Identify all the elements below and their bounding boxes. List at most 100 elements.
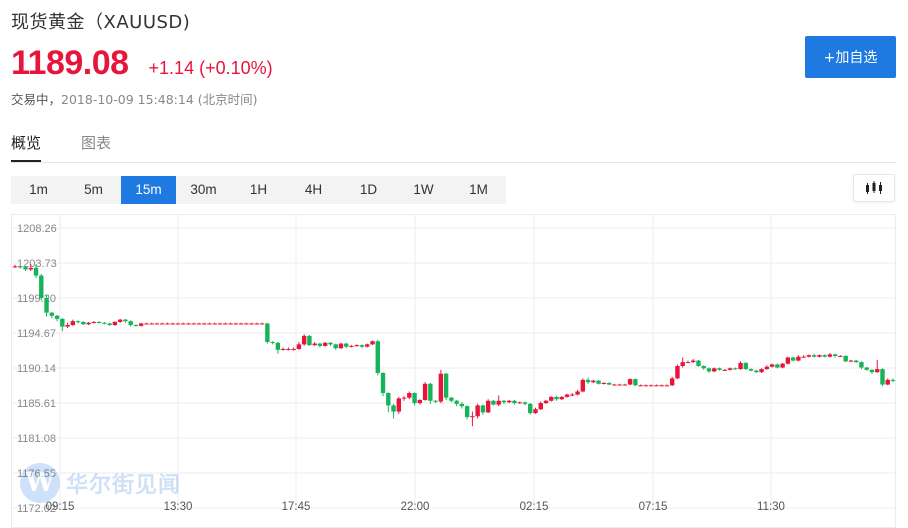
candle-body	[759, 369, 764, 373]
candle-body	[375, 341, 380, 373]
timestamp: 2018-10-09 15:48:14 (北京时间)	[61, 92, 258, 107]
candle-body	[123, 319, 128, 322]
candle-body	[533, 409, 538, 414]
candlestick-icon	[866, 181, 882, 194]
candle-body	[717, 368, 722, 370]
candle-body	[33, 267, 39, 276]
chart-type-toggle[interactable]	[853, 174, 895, 202]
candle-body	[349, 345, 354, 347]
candle-body	[370, 341, 375, 345]
candle-body	[559, 396, 564, 400]
candle-body	[596, 380, 601, 384]
candle-body	[822, 355, 827, 357]
period-selector: 1m 5m 15m 30m 1H 4H 1D 1W 1M	[11, 176, 506, 204]
candle-body	[54, 315, 60, 319]
candle-body	[827, 354, 833, 357]
candle-body	[848, 360, 854, 362]
candle-body	[733, 368, 738, 370]
candle-body	[333, 344, 338, 349]
period-4h[interactable]: 4H	[304, 182, 323, 197]
candle-body	[459, 403, 465, 407]
candle-body	[606, 382, 612, 385]
candle-body	[769, 364, 775, 367]
candle-body	[648, 385, 654, 387]
candle-body	[601, 382, 607, 384]
candle-body	[575, 391, 580, 395]
candle-body	[39, 275, 44, 298]
period-30m[interactable]: 30m	[190, 182, 217, 197]
candle-body	[275, 342, 281, 350]
candle-body	[181, 323, 186, 325]
add-to-watchlist-button[interactable]: +加自选	[805, 36, 896, 78]
candle-body	[196, 323, 202, 325]
candle-body	[443, 373, 449, 398]
candle-body	[475, 405, 480, 417]
y-tick-label: 1172.02	[17, 503, 56, 515]
candle-body	[638, 385, 643, 387]
candle-body	[890, 379, 896, 381]
period-1d[interactable]: 1D	[359, 182, 378, 197]
candle-body	[764, 366, 770, 370]
watermark-logo: W	[20, 463, 60, 503]
candle-body	[401, 397, 407, 399]
candle-body	[554, 396, 559, 400]
candle-body	[191, 323, 196, 325]
candle-body	[669, 378, 675, 386]
candle-body	[659, 385, 664, 387]
period-15m[interactable]: 15m	[121, 176, 176, 204]
candle-body	[228, 323, 233, 325]
candle-body	[365, 344, 370, 347]
candle-body	[496, 400, 501, 405]
candle-body	[322, 342, 328, 346]
tab-overview[interactable]: 概览	[11, 132, 42, 162]
period-5m[interactable]: 5m	[84, 182, 103, 197]
candle-body	[538, 403, 543, 410]
candle-body	[438, 373, 444, 402]
candle-body	[685, 362, 691, 364]
candle-body	[417, 399, 423, 404]
candle-body	[217, 323, 223, 325]
candle-body	[501, 400, 507, 403]
tab-chart[interactable]: 图表	[81, 134, 112, 152]
candle-body	[743, 362, 748, 370]
candle-body	[270, 342, 275, 344]
candle-body	[449, 397, 454, 401]
candle-body	[117, 319, 123, 322]
candle-body	[238, 323, 244, 325]
candle-body	[775, 364, 780, 368]
candle-body	[170, 323, 175, 325]
candle-body	[254, 323, 260, 325]
current-price: 1189.08	[11, 44, 129, 82]
period-1mo[interactable]: 1M	[469, 182, 488, 197]
x-tick-label: 11:30	[757, 501, 785, 513]
candle-body	[317, 343, 323, 346]
period-1h[interactable]: 1H	[249, 182, 268, 197]
candle-body	[612, 384, 617, 386]
candle-body	[307, 335, 312, 346]
price-chart[interactable]: 1208.26 1203.73 1199.20 1194.67 1190.14 1185.…	[11, 214, 896, 528]
period-1m[interactable]: 1m	[29, 182, 48, 197]
candle-body	[202, 323, 207, 325]
candle-body	[312, 343, 317, 346]
candle-body	[133, 325, 139, 327]
y-tick-label: 1203.73	[17, 258, 57, 270]
candle-body	[780, 363, 785, 368]
candle-body	[60, 318, 65, 327]
candle-body	[738, 362, 743, 370]
candle-body	[470, 416, 475, 418]
candle-body	[107, 323, 112, 326]
candle-body	[233, 323, 239, 325]
candle-body	[528, 403, 533, 414]
candle-body	[28, 267, 33, 270]
candle-body	[412, 393, 417, 404]
candle-body	[12, 266, 18, 268]
candle-body	[65, 325, 70, 327]
candle-body	[44, 298, 49, 313]
candle-body	[522, 402, 528, 404]
candle-body	[754, 370, 759, 373]
candle-body	[396, 398, 401, 412]
candle-body	[144, 323, 149, 325]
candle-body	[570, 394, 575, 396]
candle-body	[664, 385, 670, 387]
period-1w[interactable]: 1W	[413, 182, 434, 197]
